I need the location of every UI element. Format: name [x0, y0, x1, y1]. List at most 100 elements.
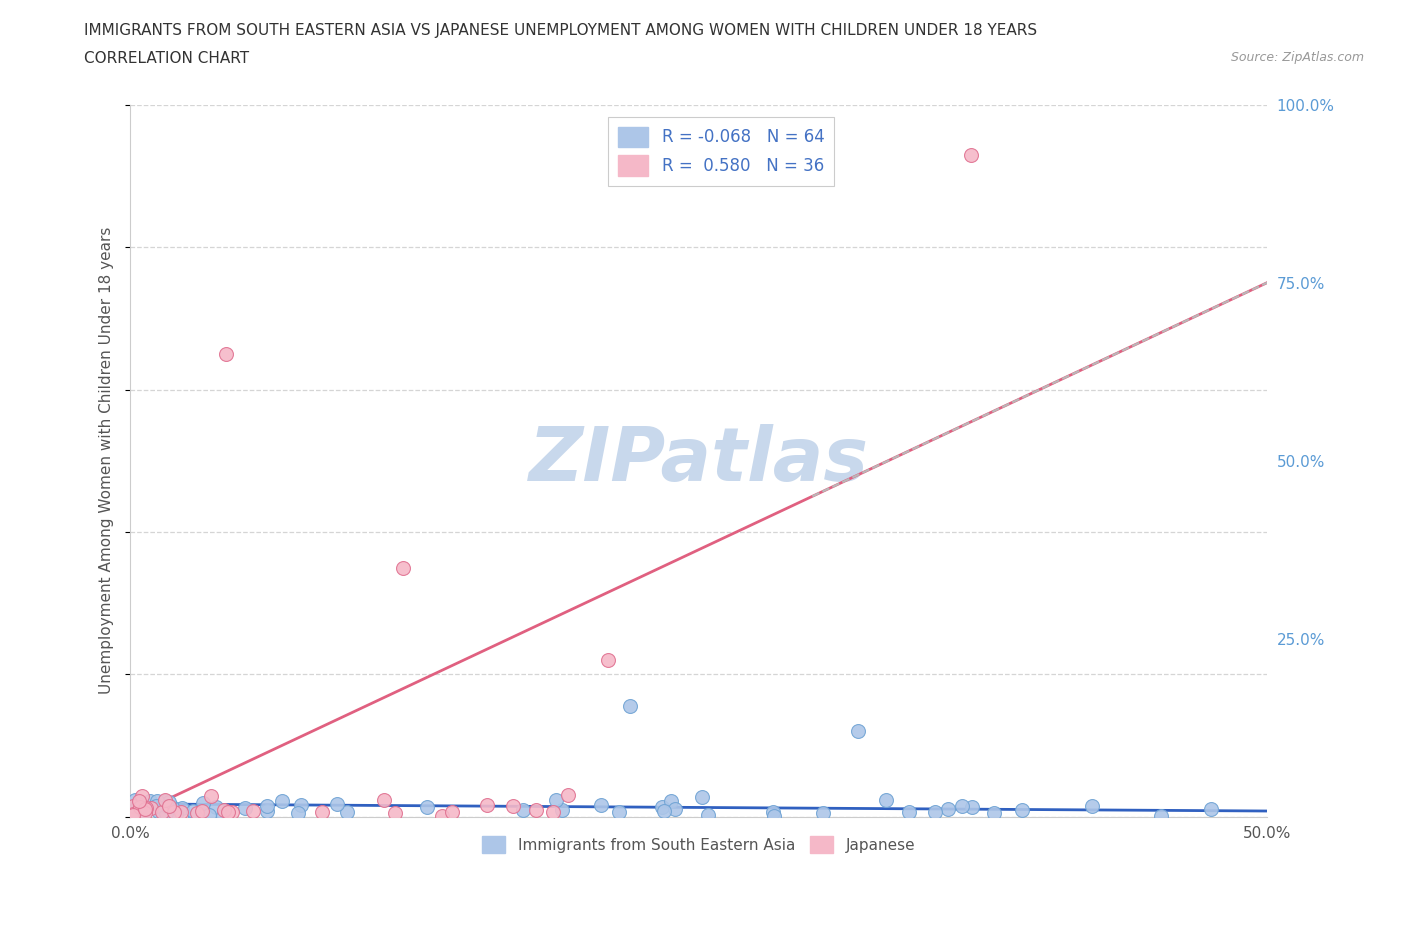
Text: Source: ZipAtlas.com: Source: ZipAtlas.com	[1230, 51, 1364, 64]
Legend: Immigrants from South Eastern Asia, Japanese: Immigrants from South Eastern Asia, Japa…	[477, 830, 921, 859]
Point	[152, 803, 174, 817]
Point	[384, 806, 406, 821]
Point	[697, 807, 720, 822]
Point	[430, 808, 453, 823]
Point	[139, 801, 162, 816]
Point	[121, 807, 143, 822]
Point	[546, 792, 568, 807]
Point	[150, 804, 173, 819]
Point	[124, 808, 146, 823]
Point	[311, 804, 333, 819]
Point	[502, 799, 524, 814]
Point	[256, 804, 278, 818]
Point	[336, 804, 359, 819]
Point	[184, 808, 207, 823]
Point	[121, 806, 143, 821]
Point	[763, 808, 786, 823]
Point	[134, 804, 156, 818]
Point	[596, 653, 619, 668]
Point	[924, 804, 946, 819]
Point	[134, 805, 156, 820]
Point	[846, 724, 869, 738]
Point	[475, 797, 498, 812]
Point	[127, 797, 149, 812]
Point	[162, 800, 184, 815]
Point	[170, 804, 193, 819]
Point	[651, 800, 673, 815]
Point	[135, 801, 157, 816]
Point	[290, 798, 312, 813]
Point	[146, 793, 169, 808]
Point	[212, 803, 235, 817]
Point	[138, 793, 160, 808]
Point	[550, 803, 572, 817]
Point	[392, 560, 415, 575]
Point	[128, 794, 150, 809]
Point	[157, 795, 180, 810]
Point	[960, 147, 983, 162]
Point	[217, 804, 239, 819]
Point	[165, 806, 187, 821]
Point	[541, 804, 564, 819]
Point	[193, 795, 215, 810]
Point	[155, 805, 177, 820]
Point	[813, 806, 835, 821]
Point	[131, 789, 153, 804]
Point	[205, 799, 228, 814]
Point	[159, 803, 181, 817]
Point	[373, 792, 395, 807]
Point	[122, 808, 145, 823]
Point	[271, 793, 294, 808]
Y-axis label: Unemployment Among Women with Children Under 18 years: Unemployment Among Women with Children U…	[100, 227, 114, 695]
Point	[256, 799, 278, 814]
Text: CORRELATION CHART: CORRELATION CHART	[84, 51, 249, 66]
Point	[145, 799, 167, 814]
Point	[172, 800, 194, 815]
Point	[524, 803, 547, 817]
Point	[664, 802, 686, 817]
Point	[181, 804, 204, 818]
Point	[1199, 802, 1222, 817]
Point	[936, 801, 959, 816]
Point	[163, 804, 186, 819]
Point	[415, 800, 437, 815]
Point	[198, 807, 221, 822]
Point	[1080, 798, 1102, 813]
Point	[441, 804, 464, 819]
Point	[659, 794, 682, 809]
Point	[186, 805, 208, 820]
Point	[215, 347, 238, 362]
Point	[121, 804, 143, 818]
Point	[287, 805, 309, 820]
Point	[898, 804, 921, 819]
Point	[159, 807, 181, 822]
Point	[591, 797, 613, 812]
Point	[1011, 803, 1033, 817]
Point	[607, 804, 630, 819]
Text: IMMIGRANTS FROM SOUTH EASTERN ASIA VS JAPANESE UNEMPLOYMENT AMONG WOMEN WITH CHI: IMMIGRANTS FROM SOUTH EASTERN ASIA VS JA…	[84, 23, 1038, 38]
Point	[146, 804, 169, 818]
Text: ZIPatlas: ZIPatlas	[529, 424, 869, 498]
Point	[235, 801, 257, 816]
Point	[1150, 808, 1173, 823]
Point	[156, 798, 179, 813]
Point	[134, 802, 156, 817]
Point	[326, 796, 349, 811]
Point	[512, 803, 534, 817]
Point	[200, 789, 222, 804]
Point	[950, 799, 973, 814]
Point	[960, 800, 983, 815]
Point	[132, 804, 155, 818]
Point	[690, 790, 713, 804]
Point	[212, 808, 235, 823]
Point	[121, 799, 143, 814]
Point	[221, 804, 243, 819]
Point	[155, 792, 177, 807]
Point	[124, 792, 146, 807]
Point	[191, 804, 214, 818]
Point	[157, 799, 180, 814]
Point	[153, 794, 176, 809]
Point	[619, 699, 641, 714]
Point	[242, 804, 264, 818]
Point	[983, 805, 1005, 820]
